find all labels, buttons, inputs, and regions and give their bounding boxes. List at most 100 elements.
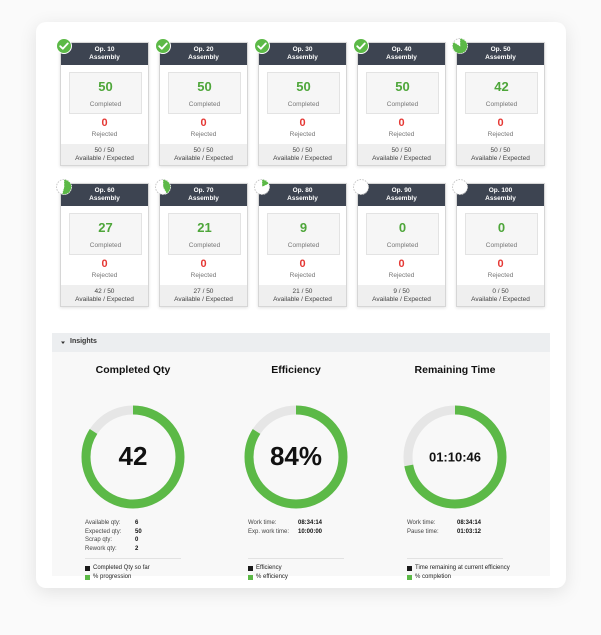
operation-header: Op. 20 Assembly xyxy=(160,43,247,65)
operation-card[interactable]: Op. 70 Assembly 21 Completed 0 Rejected 27 / 5… xyxy=(159,183,248,307)
progress-ring: 01:10:46 xyxy=(403,405,507,509)
detail-value: 01:03:12 xyxy=(457,528,482,535)
operation-name: Op. 30 xyxy=(292,46,313,53)
progress-icon xyxy=(452,179,468,195)
operation-subtitle: Assembly xyxy=(188,54,219,61)
progress-ring: 84% xyxy=(244,405,348,509)
detail-value: 08:34:14 xyxy=(457,520,482,526)
progress-icon xyxy=(254,38,270,54)
legend-label: Efficiency xyxy=(256,565,282,571)
completed-box: 9 Completed xyxy=(267,213,340,255)
available-expected: 50 / 50 xyxy=(391,147,412,154)
operation-footer: 9 / 50 Available / Expected xyxy=(358,285,445,306)
detail-value: 2 xyxy=(135,545,139,552)
legend-swatch xyxy=(407,566,412,571)
detail-value: 6 xyxy=(135,520,139,526)
rejected-value: 0 xyxy=(299,117,306,129)
operation-subtitle: Assembly xyxy=(287,54,318,61)
completed-box: 42 Completed xyxy=(465,72,538,114)
available-expected: 50 / 50 xyxy=(490,147,511,154)
footer-label: Available / Expected xyxy=(174,155,233,162)
rejected-label: Rejected xyxy=(190,131,217,138)
rejected-value: 0 xyxy=(398,117,405,129)
rejected-value: 0 xyxy=(299,258,306,270)
operation-card[interactable]: Op. 40 Assembly 50 Completed 0 Rejected 50 / 5… xyxy=(357,42,446,166)
completed-label: Completed xyxy=(287,101,320,108)
operation-card[interactable]: Op. 90 Assembly 0 Completed 0 Rejected 9 / 50 A… xyxy=(357,183,446,307)
operation-name: Op. 50 xyxy=(490,46,511,53)
operation-name: Op. 100 xyxy=(488,187,513,194)
operation-header: Op. 80 Assembly xyxy=(259,184,346,206)
completed-value: 50 xyxy=(296,79,311,94)
completed-label: Completed xyxy=(89,242,122,249)
operation-name: Op. 60 xyxy=(94,187,115,194)
operation-subtitle: Assembly xyxy=(287,195,318,202)
operation-header: Op. 100 Assembly xyxy=(457,184,544,206)
operation-footer: 27 / 50 Available / Expected xyxy=(160,285,247,306)
operation-subtitle: Assembly xyxy=(485,195,516,202)
operation-name: Op. 90 xyxy=(391,187,412,194)
progress-complete xyxy=(254,38,270,54)
operation-footer: 50 / 50 Available / Expected xyxy=(457,144,544,165)
completed-value: 42 xyxy=(494,79,509,94)
operation-subtitle: Assembly xyxy=(485,54,516,61)
completed-box: 50 Completed xyxy=(69,72,142,114)
insights-header[interactable]: Insights xyxy=(52,333,550,352)
operation-card[interactable]: Op. 50 Assembly 42 Completed 0 Rejected 50 / 5… xyxy=(456,42,545,166)
completed-box: 27 Completed xyxy=(69,213,142,255)
completed-value: 50 xyxy=(197,79,212,94)
progress-icon xyxy=(155,38,171,54)
completed-box: 50 Completed xyxy=(168,72,241,114)
center-value: 42 xyxy=(119,441,148,471)
legend-swatch xyxy=(248,566,253,571)
available-expected: 0 / 50 xyxy=(492,288,509,295)
operation-subtitle: Assembly xyxy=(89,195,120,202)
operation-card[interactable]: Op. 80 Assembly 9 Completed 0 Rejected 21 / 50… xyxy=(258,183,347,307)
completed-value: 21 xyxy=(197,220,212,235)
available-expected: 42 / 50 xyxy=(94,288,115,295)
operation-card[interactable]: Op. 100 Assembly 0 Completed 0 Rejected 0 / 50… xyxy=(456,183,545,307)
completed-value: 50 xyxy=(98,79,113,94)
rejected-label: Rejected xyxy=(91,272,118,279)
footer-label: Available / Expected xyxy=(174,296,233,303)
progress-icon xyxy=(254,179,270,195)
detail-label: Rework qty: xyxy=(85,545,117,552)
rejected-label: Rejected xyxy=(388,131,415,138)
rejected-label: Rejected xyxy=(289,131,316,138)
operation-name: Op. 20 xyxy=(193,46,214,53)
panel-title: Completed Qty xyxy=(95,364,171,376)
center-value: 84% xyxy=(270,441,322,471)
progress-wedge xyxy=(452,38,468,54)
progress-wedge xyxy=(162,179,171,194)
operation-card[interactable]: Op. 10 Assembly 50 Completed 0 Rejected 50 / 5… xyxy=(60,42,149,166)
footer-label: Available / Expected xyxy=(273,155,332,162)
rejected-value: 0 xyxy=(200,117,207,129)
legend-swatch xyxy=(85,566,90,571)
ring-progress xyxy=(403,405,507,509)
rejected-value: 0 xyxy=(200,258,207,270)
footer-label: Available / Expected xyxy=(273,296,332,303)
operation-footer: 21 / 50 Available / Expected xyxy=(259,285,346,306)
progress-icon xyxy=(56,179,72,195)
center-value: 01:10:46 xyxy=(429,449,481,464)
completed-label: Completed xyxy=(386,242,419,249)
progress-icon xyxy=(353,38,369,54)
operation-card[interactable]: Op. 60 Assembly 27 Completed 0 Rejected 42 / 5… xyxy=(60,183,149,307)
available-expected: 9 / 50 xyxy=(393,288,410,295)
footer-label: Available / Expected xyxy=(372,155,431,162)
operation-subtitle: Assembly xyxy=(89,54,120,61)
operation-subtitle: Assembly xyxy=(386,195,417,202)
legend-label: Time remaining at current efficiency xyxy=(415,565,510,571)
detail-label: Work time: xyxy=(407,520,436,526)
footer-label: Available / Expected xyxy=(75,296,134,303)
operation-header: Op. 40 Assembly xyxy=(358,43,445,65)
detail-label: Scrap qty: xyxy=(85,537,113,543)
legend-label: % progression xyxy=(93,573,132,580)
operation-card[interactable]: Op. 20 Assembly 50 Completed 0 Rejected 50 / 5… xyxy=(159,42,248,166)
completed-box: 21 Completed xyxy=(168,213,241,255)
completed-box: 0 Completed xyxy=(465,213,538,255)
progress-icon xyxy=(155,179,171,195)
operation-card[interactable]: Op. 30 Assembly 50 Completed 0 Rejected 50 / 5… xyxy=(258,42,347,166)
divider xyxy=(85,558,181,559)
